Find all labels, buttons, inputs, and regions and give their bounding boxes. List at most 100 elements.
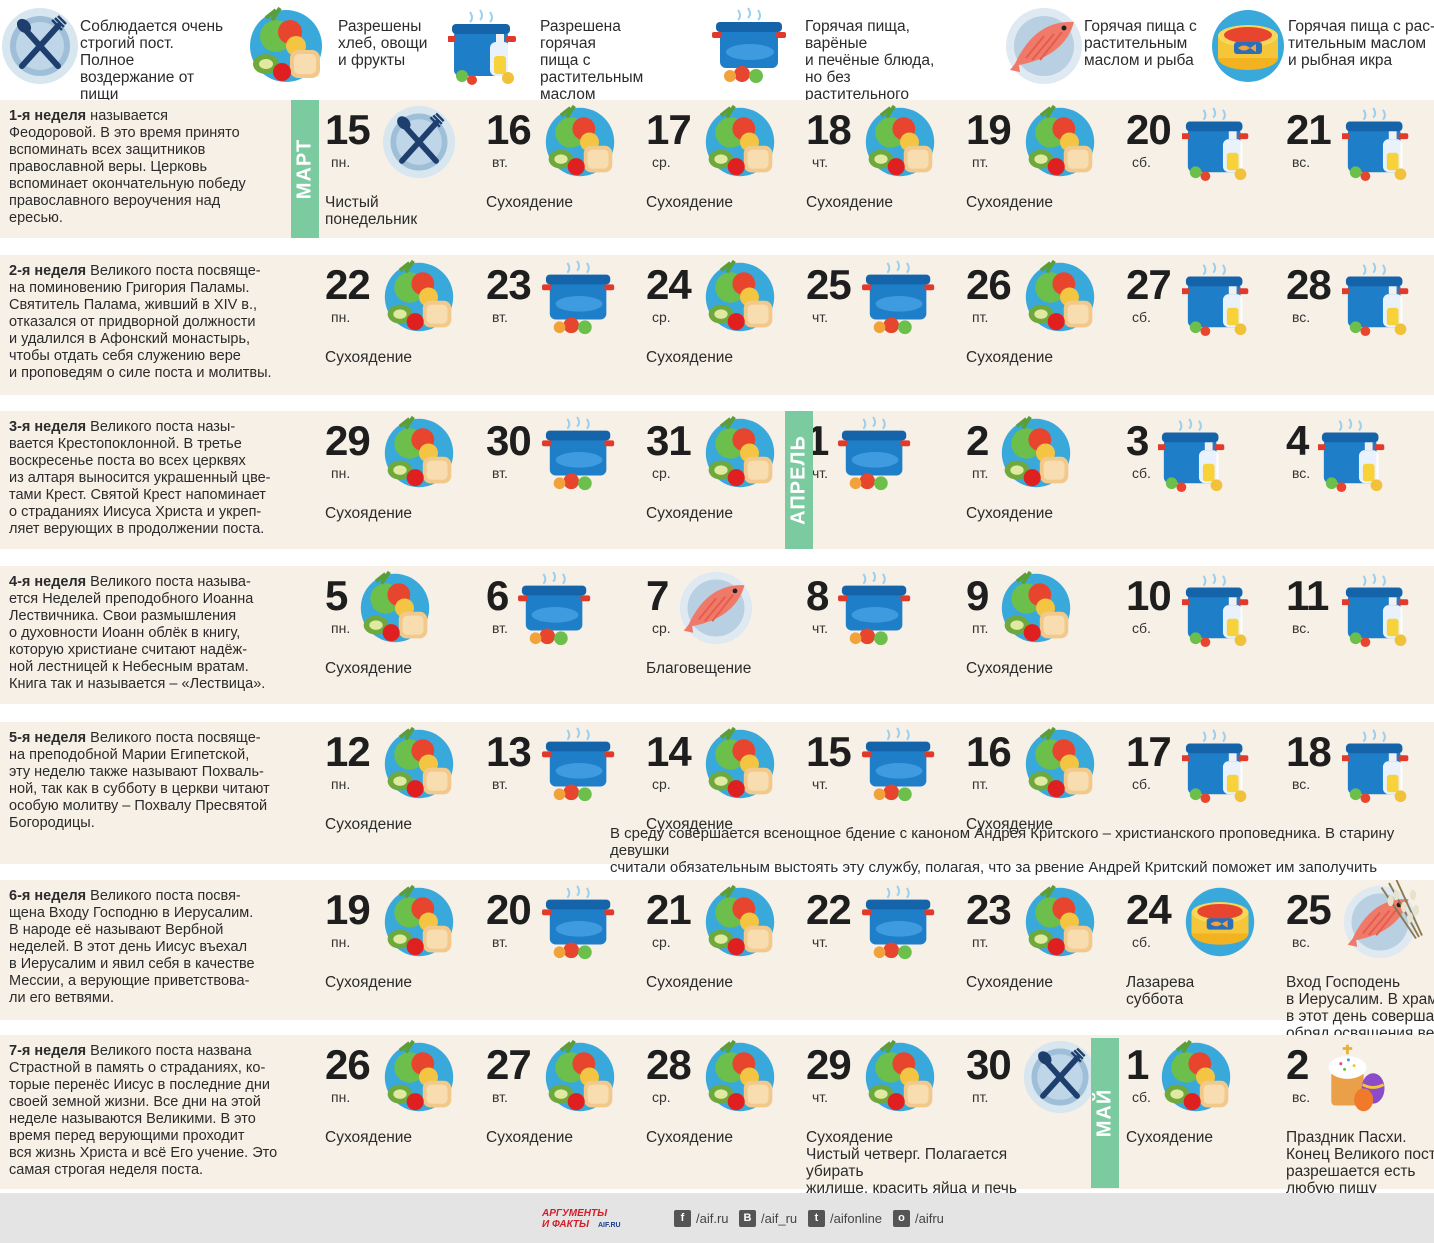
day-number: 14: [646, 728, 692, 775]
day-cell[interactable]: 22 чт.: [806, 880, 956, 1010]
day-cell[interactable]: 13 вт.: [486, 722, 636, 852]
day-note: Сухоядение: [646, 816, 734, 833]
day-cell[interactable]: 1 сб. Сухоядение: [1126, 1035, 1276, 1165]
day-cell[interactable]: 17 сб.: [1126, 722, 1276, 852]
day-cell[interactable]: 15 чт.: [806, 722, 956, 852]
day-note: Сухоядение: [325, 505, 413, 522]
social-handle: /aifru: [915, 1211, 944, 1226]
plate-fork-knife-icon: [381, 104, 457, 180]
vegetables-bread-icon: [1022, 726, 1098, 802]
day-cell[interactable]: 3 сб.: [1126, 411, 1276, 541]
day-number: 18: [806, 106, 852, 153]
day-cell[interactable]: 14 ср. Сухоядение: [646, 722, 796, 852]
day-cell[interactable]: 6 вт.: [486, 566, 636, 696]
day-cell[interactable]: 24 ср. Сухоядение: [646, 255, 796, 385]
week-description: 4-я неделя Великого поста называ- ется Н…: [9, 574, 265, 693]
day-cell[interactable]: 2 вс. Праздник Пасхи. Конец Великого пост…: [1286, 1035, 1434, 1198]
day-cell[interactable]: 26 пт. Сухоядение: [966, 255, 1116, 385]
day-cell[interactable]: 24 сб. Лазарева суббота: [1126, 880, 1276, 1010]
day-cell[interactable]: 29 пн. Сухоядение: [325, 411, 475, 541]
day-note: Сухоядение: [646, 349, 734, 366]
day-of-week: пн.: [331, 309, 351, 325]
day-cell[interactable]: 17 ср. Сухоядение: [646, 100, 796, 230]
day-note: Сухоядение: [806, 194, 894, 211]
day-cell[interactable]: 16 вт. Сухоядение: [486, 100, 636, 230]
pot-vegetables-icon: [862, 884, 940, 962]
day-cell[interactable]: 30 вт.: [486, 411, 636, 541]
day-cell[interactable]: 22 пн. Сухоядение: [325, 255, 475, 385]
day-cell[interactable]: 15 пн. Чистый понедельник: [325, 100, 475, 230]
day-cell[interactable]: 25 вс. Вход Господень в Иерусалим. В храм…: [1286, 880, 1434, 1042]
day-of-week: пт.: [972, 465, 989, 481]
day-of-week: ср.: [652, 1089, 671, 1105]
day-number: 17: [1126, 728, 1172, 775]
pot-vegetables-icon: [862, 259, 940, 337]
facebook-icon: f: [674, 1210, 691, 1227]
day-cell[interactable]: 19 пн. Сухоядение: [325, 880, 475, 1010]
day-of-week: чт.: [812, 934, 829, 950]
vegetables-bread-icon: [381, 415, 457, 491]
day-cell[interactable]: 23 вт.: [486, 255, 636, 385]
day-cell[interactable]: 16 пт. Сухоядение: [966, 722, 1116, 852]
week-title: 3-я неделя: [9, 419, 87, 435]
day-cell[interactable]: 2 пт. Сухоядение: [966, 411, 1116, 541]
day-of-week: пн.: [331, 620, 351, 636]
day-cell[interactable]: 1 чт.: [806, 411, 956, 541]
pot-oil-icon: [1316, 415, 1396, 493]
day-cell[interactable]: 28 вс.: [1286, 255, 1434, 385]
day-cell[interactable]: 18 чт. Сухоядение: [806, 100, 956, 230]
day-note: Сухоядение: [325, 974, 413, 991]
day-cell[interactable]: 20 сб.: [1126, 100, 1276, 230]
day-number: 20: [1126, 106, 1172, 153]
day-cell[interactable]: 10 сб.: [1126, 566, 1276, 696]
day-number: 21: [646, 886, 692, 933]
day-cell[interactable]: 31 ср. Сухоядение: [646, 411, 796, 541]
day-cell[interactable]: 30 пт.: [966, 1035, 1116, 1165]
day-cell[interactable]: 27 сб.: [1126, 255, 1276, 385]
day-number: 15: [806, 728, 852, 775]
day-cell[interactable]: 28 ср. Сухоядение: [646, 1035, 796, 1165]
aif-logo[interactable]: АРГУМЕНТЫ И ФАКТЫ AIF.RU: [540, 1205, 634, 1229]
week-row: 1-я неделя называется Феодоровой. В это …: [0, 100, 1434, 238]
vegetables-bread-icon: [542, 104, 618, 180]
day-cell[interactable]: 19 пт. Сухоядение: [966, 100, 1116, 230]
twitter-icon: t: [808, 1210, 825, 1227]
day-of-week: пн.: [331, 154, 351, 170]
day-cell[interactable]: 21 ср. Сухоядение: [646, 880, 796, 1010]
day-number: 2: [966, 417, 989, 464]
day-cell[interactable]: 29 чт. Сухоядение Чистый четверг. Полагае…: [806, 1035, 1017, 1214]
day-number: 19: [966, 106, 1012, 153]
day-cell[interactable]: 26 пн. Сухоядение: [325, 1035, 475, 1165]
day-cell[interactable]: 23 пт. Сухоядение: [966, 880, 1116, 1010]
day-cell[interactable]: 5 пн. Сухоядение: [325, 566, 475, 696]
day-note: Сухоядение: [1126, 1129, 1214, 1146]
day-cell[interactable]: 11 вс.: [1286, 566, 1434, 696]
day-of-week: сб.: [1132, 1089, 1151, 1105]
day-cell[interactable]: 7 ср. Благовещение: [646, 566, 796, 696]
day-cell[interactable]: 20 вт.: [486, 880, 636, 1010]
day-of-week: пт.: [972, 776, 989, 792]
day-of-week: чт.: [812, 154, 829, 170]
day-of-week: сб.: [1132, 154, 1151, 170]
day-number: 3: [1126, 417, 1149, 464]
day-cell[interactable]: 21 вс.: [1286, 100, 1434, 230]
day-cell[interactable]: 4 вс.: [1286, 411, 1434, 541]
day-of-week: вт.: [492, 309, 508, 325]
pot-oil-icon: [1340, 570, 1420, 648]
day-of-week: вс.: [1292, 620, 1311, 636]
day-cell[interactable]: 8 чт.: [806, 566, 956, 696]
day-note: Сухоядение: [966, 660, 1054, 677]
day-cell[interactable]: 27 вт. Сухоядение: [486, 1035, 636, 1165]
week-title: 7-я неделя: [9, 1043, 87, 1059]
day-number: 25: [806, 261, 852, 308]
day-note: Сухоядение: [325, 1129, 413, 1146]
day-cell[interactable]: 18 вс.: [1286, 722, 1434, 852]
pot-oil-icon: [1156, 415, 1236, 493]
day-cell[interactable]: 9 пт. Сухоядение: [966, 566, 1116, 696]
day-cell[interactable]: 12 пн. Сухоядение: [325, 722, 475, 852]
day-cell[interactable]: 25 чт.: [806, 255, 956, 385]
day-of-week: пт.: [972, 620, 989, 636]
day-of-week: чт.: [812, 620, 829, 636]
day-number: 27: [486, 1041, 532, 1088]
legend-item: Горячая пища с растительным маслом и рыб…: [1004, 6, 1234, 86]
